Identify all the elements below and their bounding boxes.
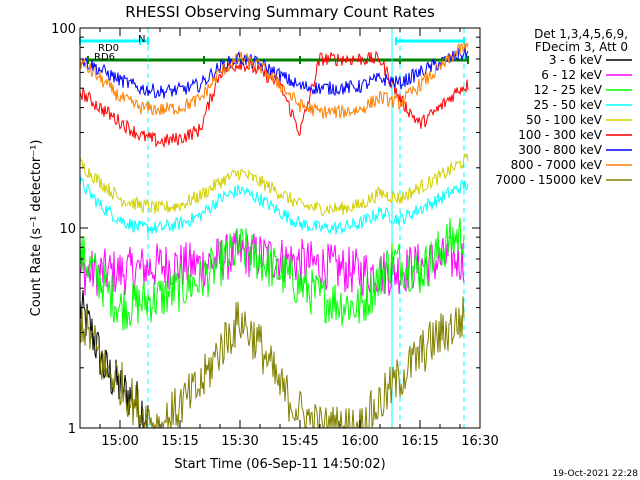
y-ticks: 1 10 100	[51, 22, 480, 437]
y-tick-label: 1	[68, 422, 76, 437]
series-line	[79, 217, 465, 331]
legend-label: 800 - 7000 keV	[511, 158, 603, 172]
flag-label: N	[138, 34, 145, 45]
x-tick-label: 15:45	[281, 434, 318, 449]
y-axis-label: Count Rate (s⁻¹ detector⁻¹)	[29, 140, 44, 317]
legend-label: 100 - 300 keV	[518, 128, 602, 142]
legend-label: 50 - 100 keV	[526, 113, 603, 127]
x-axis-label: Start Time (06-Sep-11 14:50:02)	[174, 457, 385, 472]
series-line	[79, 50, 469, 149]
y-tick-label: 10	[59, 222, 76, 237]
y-tick-label: 100	[51, 22, 76, 37]
legend-label: 6 - 12 keV	[541, 68, 603, 82]
x-tick-label: 16:00	[341, 434, 378, 449]
legend: Det 1,3,4,5,6,9,FDecim 3, Att 03 - 6 keV…	[495, 27, 632, 187]
x-tick-label: 16:15	[401, 434, 438, 449]
timestamp: 19-Oct-2021 22:28	[553, 469, 639, 479]
flag-label: RD6	[94, 52, 115, 63]
x-ticks: 15:00 15:15 15:30 15:45 16:00 16:15 16:30	[79, 28, 499, 449]
legend-label: 12 - 25 keV	[534, 83, 603, 97]
legend-label: 7000 - 15000 keV	[495, 173, 602, 187]
x-tick-label: 15:00	[101, 434, 138, 449]
x-tick-label: 16:30	[461, 434, 498, 449]
series-line	[79, 153, 469, 217]
flag-label: RD0	[98, 43, 119, 54]
series-line	[79, 41, 469, 119]
series-line	[79, 46, 469, 99]
x-tick-label: 15:15	[161, 434, 198, 449]
series-lines	[79, 41, 469, 430]
legend-label: 25 - 50 keV	[534, 98, 603, 112]
flag-bars: RD0 N RD6	[79, 34, 469, 64]
legend-header: FDecim 3, Att 0	[535, 40, 628, 54]
chart-title: RHESSI Observing Summary Count Rates	[125, 3, 435, 21]
series-line	[79, 176, 469, 235]
x-tick-label: 15:30	[221, 434, 258, 449]
legend-label: 3 - 6 keV	[549, 53, 603, 67]
legend-header: Det 1,3,4,5,6,9,	[534, 27, 628, 41]
legend-label: 300 - 800 keV	[518, 143, 602, 157]
